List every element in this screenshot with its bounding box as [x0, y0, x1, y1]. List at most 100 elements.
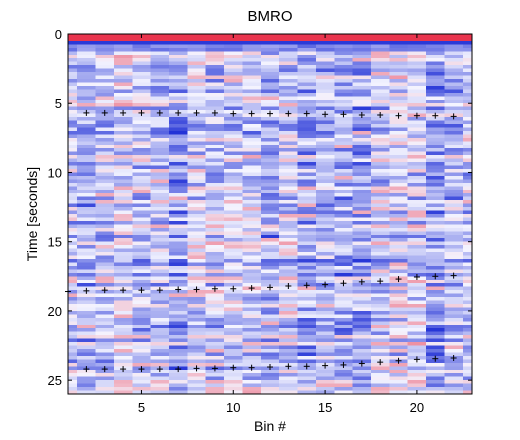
- heatmap-cell: [95, 89, 115, 94]
- heatmap-cell: [187, 127, 207, 132]
- heatmap-cell: [95, 248, 115, 253]
- heatmap-cell: [462, 44, 472, 49]
- heatmap-cell: [77, 34, 97, 39]
- heatmap-cell: [260, 342, 280, 347]
- heatmap-cell: [462, 137, 472, 142]
- heatmap-cell: [224, 82, 244, 87]
- heatmap-cell: [205, 61, 225, 66]
- heatmap-cell: [169, 259, 188, 264]
- heatmap-cell: [187, 124, 207, 129]
- plus-marker: [193, 365, 200, 372]
- heatmap-cell: [169, 262, 188, 267]
- heatmap-cell: [279, 321, 299, 326]
- heatmap-cell: [297, 349, 317, 354]
- heatmap-cell: [462, 342, 472, 347]
- plus-marker: [377, 278, 384, 285]
- heatmap-cell: [77, 224, 97, 229]
- plus-marker: [248, 110, 255, 117]
- heatmap-cell: [315, 300, 335, 305]
- heatmap-cell: [68, 175, 78, 180]
- heatmap-cell: [150, 144, 170, 149]
- heatmap-cell: [77, 189, 97, 194]
- heatmap-cell: [279, 117, 299, 122]
- heatmap-cell: [352, 373, 372, 378]
- heatmap-cell: [242, 47, 262, 52]
- heatmap-cell: [444, 175, 464, 180]
- heatmap-cell: [407, 349, 427, 354]
- heatmap-cell: [352, 227, 372, 232]
- heatmap-cell: [352, 51, 372, 56]
- heatmap-cell: [205, 117, 225, 122]
- heatmap-cell: [242, 255, 262, 260]
- heatmap-cell: [77, 214, 97, 219]
- heatmap-cell: [132, 248, 152, 253]
- heatmap-cell: [77, 40, 97, 45]
- heatmap-cell: [279, 314, 299, 319]
- heatmap-cell: [150, 40, 170, 45]
- heatmap-cell: [150, 99, 170, 104]
- heatmap-cell: [315, 310, 335, 315]
- heatmap-cell: [389, 158, 409, 163]
- heatmap-cell: [352, 272, 372, 277]
- heatmap-cell: [242, 252, 262, 257]
- heatmap-cell: [205, 297, 225, 302]
- heatmap-cell: [334, 40, 354, 45]
- heatmap-cell: [297, 47, 317, 52]
- heatmap-cell: [444, 321, 464, 326]
- heatmap-cell: [169, 217, 188, 222]
- heatmap-cell: [242, 241, 262, 246]
- heatmap-cell: [334, 355, 354, 360]
- heatmap-cell: [205, 158, 225, 163]
- heatmap-cell: [132, 338, 152, 343]
- heatmap-cell: [150, 248, 170, 253]
- heatmap-cell: [352, 165, 372, 170]
- heatmap-cell: [205, 203, 225, 208]
- plus-marker: [230, 285, 237, 292]
- heatmap-cell: [242, 231, 262, 236]
- heatmap-cell: [95, 85, 115, 90]
- heatmap-cell: [462, 72, 472, 77]
- heatmap-cell: [444, 262, 464, 267]
- heatmap-cell: [334, 214, 354, 219]
- heatmap-cell: [297, 317, 317, 322]
- heatmap-cell: [242, 338, 262, 343]
- x-tick-label: 20: [410, 400, 424, 415]
- heatmap-cell: [132, 186, 152, 191]
- heatmap-cell: [389, 37, 409, 42]
- heatmap-cell: [224, 189, 244, 194]
- heatmap-cell: [462, 269, 472, 274]
- heatmap-cell: [407, 103, 427, 108]
- heatmap-cell: [150, 151, 170, 156]
- heatmap-cell: [389, 175, 409, 180]
- heatmap-cell: [297, 231, 317, 236]
- heatmap-cell: [169, 307, 188, 312]
- heatmap-cell: [297, 304, 317, 309]
- heatmap-cell: [113, 300, 133, 305]
- heatmap-cell: [334, 290, 354, 295]
- heatmap-cell: [297, 99, 317, 104]
- heatmap-cell: [407, 106, 427, 111]
- heatmap-cell: [352, 127, 372, 132]
- heatmap-cell: [315, 103, 335, 108]
- heatmap-cell: [150, 265, 170, 270]
- heatmap-cell: [407, 376, 427, 381]
- heatmap-cell: [371, 283, 390, 288]
- heatmap-cell: [334, 262, 354, 267]
- heatmap-cell: [389, 130, 409, 135]
- heatmap-cell: [205, 259, 225, 264]
- heatmap-cell: [352, 317, 372, 322]
- heatmap-cell: [113, 328, 133, 333]
- heatmap-cell: [95, 383, 115, 388]
- heatmap-cell: [205, 383, 225, 388]
- heatmap-cell: [205, 338, 225, 343]
- heatmap-cell: [315, 259, 335, 264]
- heatmap-cell: [187, 283, 207, 288]
- heatmap-cell: [389, 47, 409, 52]
- heatmap-cell: [150, 54, 170, 59]
- heatmap-cell: [242, 148, 262, 153]
- heatmap-cell: [444, 89, 464, 94]
- heatmap-cell: [242, 248, 262, 253]
- heatmap-cell: [95, 151, 115, 156]
- heatmap-cell: [389, 331, 409, 336]
- heatmap-cell: [205, 304, 225, 309]
